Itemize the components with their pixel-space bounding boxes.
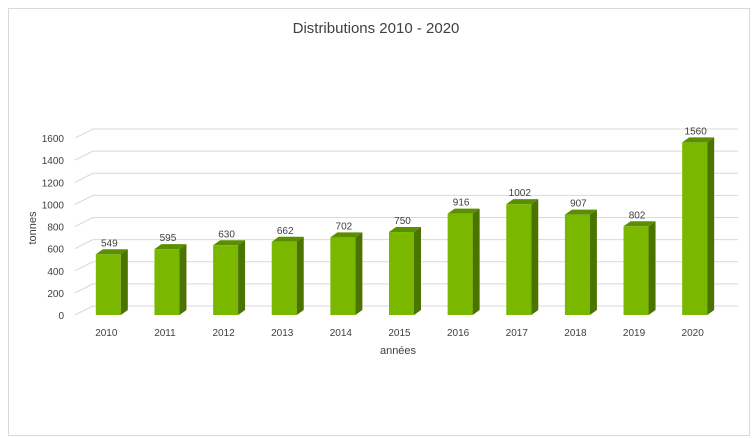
y-axis-title: tonnes	[27, 211, 39, 245]
x-tick-label: 2011	[154, 328, 176, 339]
gridline-depth	[74, 172, 94, 183]
x-tick-label: 2020	[682, 328, 705, 339]
bar-top	[271, 236, 304, 242]
bar-side	[355, 232, 363, 315]
bar	[389, 232, 414, 315]
y-tick-label: 1600	[42, 134, 65, 145]
x-tick-label: 2017	[506, 328, 529, 339]
bar	[682, 142, 708, 315]
bar-side	[589, 209, 597, 315]
bar	[447, 213, 473, 315]
y-tick-label: 400	[47, 267, 64, 278]
bar	[564, 214, 590, 315]
data-label: 916	[453, 198, 470, 209]
bar-top	[623, 221, 656, 227]
bar-top	[564, 209, 597, 215]
bar-top	[213, 240, 246, 246]
bar	[95, 254, 121, 315]
x-tick-label: 2015	[388, 328, 411, 339]
bar	[506, 204, 532, 315]
x-tick-label: 2012	[212, 328, 235, 339]
y-tick-label: 600	[47, 245, 64, 256]
x-tick-label: 2018	[564, 328, 587, 339]
y-tick-label: 1400	[42, 156, 65, 167]
bar-top	[154, 244, 187, 250]
bar-top	[389, 227, 421, 233]
bar-top	[447, 208, 480, 214]
y-tick-label: 1200	[42, 178, 65, 189]
x-axis-title: années	[380, 345, 417, 357]
bar	[213, 245, 239, 315]
data-label: 549	[101, 238, 118, 249]
bar-top	[330, 232, 363, 238]
data-label: 595	[160, 233, 177, 244]
bar	[271, 241, 297, 315]
x-tick-label: 2019	[623, 328, 646, 339]
y-axis-ticks: 0 200 400 600 800 1000 1200 1400 1600	[42, 134, 65, 322]
x-tick-label: 2013	[271, 328, 294, 339]
gridline-depth	[74, 305, 94, 316]
bars	[95, 137, 715, 315]
y-tick-label: 1000	[42, 200, 65, 211]
gridline-depth	[74, 128, 94, 139]
x-tick-label: 2014	[330, 328, 353, 339]
data-label: 750	[394, 216, 411, 227]
bar-side	[120, 249, 128, 315]
y-tick-label: 800	[47, 223, 64, 234]
bar-side	[414, 227, 421, 315]
gridline-depth	[74, 239, 94, 250]
bar-side	[472, 208, 480, 315]
bar-top	[506, 199, 539, 205]
bar-side	[296, 236, 304, 315]
data-label: 702	[336, 221, 353, 232]
x-tick-label: 2010	[95, 328, 118, 339]
gridline-depth	[74, 217, 94, 227]
bar	[154, 249, 180, 315]
data-label: 907	[570, 199, 587, 210]
gridline-depth	[74, 150, 94, 161]
bar-side	[531, 199, 539, 315]
chart-frame	[8, 8, 750, 436]
bar-side	[648, 221, 656, 315]
bar	[623, 226, 649, 315]
gridline-depth	[74, 283, 94, 294]
gridline-depth	[74, 194, 94, 205]
data-labels: 549 595 630 662 702 750 916 1002 907 802 1560	[101, 126, 707, 249]
data-label: 630	[218, 229, 235, 240]
gridline-depth	[74, 261, 94, 272]
bar	[330, 237, 356, 315]
y-tick-label: 200	[47, 289, 64, 300]
bar-side	[707, 137, 715, 315]
chart-title: Distributions 2010 - 2020	[292, 20, 460, 37]
data-label: 1560	[685, 126, 708, 137]
x-axis-ticks: 2010 2011 2012 2013 2014 2015 2016 2017 2018 2019…	[95, 328, 704, 339]
y-tick-label: 0	[58, 311, 64, 322]
bar-top	[682, 137, 715, 143]
data-label: 1002	[509, 188, 532, 199]
data-label: 662	[277, 226, 294, 237]
x-tick-label: 2016	[447, 328, 470, 339]
bar-side	[179, 244, 187, 315]
data-label: 802	[629, 210, 646, 221]
bar-top	[95, 249, 128, 255]
bar-side	[238, 240, 246, 315]
